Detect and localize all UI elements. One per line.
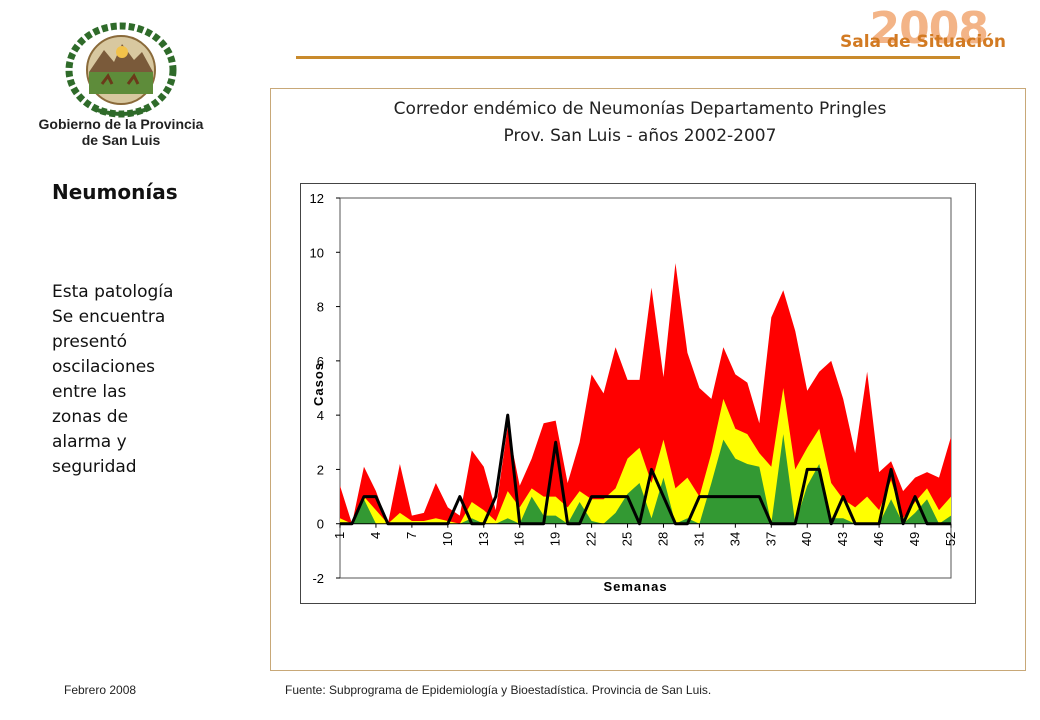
y-tick-label: 0	[317, 517, 324, 532]
x-tick-label: 46	[871, 532, 886, 546]
description-line: Esta patología	[52, 282, 174, 302]
description-text: Esta patología Se encuentra presentó osc…	[52, 280, 212, 480]
x-tick-label: 43	[835, 532, 850, 546]
x-tick-label: 16	[512, 532, 527, 546]
x-tick-label: 34	[727, 532, 742, 546]
footer-source: Fuente: Subprograma de Epidemiología y B…	[285, 683, 712, 697]
security-zone-area	[340, 388, 951, 524]
x-tick-label: 13	[476, 532, 491, 546]
y-tick-label: 2	[317, 462, 324, 477]
success-zone-area	[340, 434, 951, 524]
section-title: Neumonías	[52, 180, 178, 204]
y-tick-label: 6	[317, 354, 324, 369]
x-tick-label: 52	[943, 532, 958, 546]
x-tick-label: 40	[799, 532, 814, 546]
y-axis-label: Casos	[311, 362, 326, 406]
chart-frame	[270, 88, 1026, 671]
government-title-line2: de San Luis	[81, 132, 161, 148]
government-title: Gobierno de la Provincia de San Luis	[30, 116, 212, 148]
x-tick-label: 37	[763, 532, 778, 546]
description-line: entre las	[52, 382, 127, 402]
description-line: oscilaciones	[52, 357, 156, 377]
y-tick-label: 8	[317, 300, 324, 315]
description-line: Se encuentra	[52, 307, 166, 327]
x-tick-label: 7	[404, 532, 419, 539]
government-title-line1: Gobierno de la Provincia	[38, 116, 204, 132]
brand-year: 2008	[869, 3, 989, 54]
chart-title-line1: Corredor endémico de Neumonías Departame…	[393, 99, 887, 119]
x-tick-label: 22	[584, 532, 599, 546]
chart-container: -2 0 2 4 6 8 10 12 1 4 7 10 13 16 19 22 25 28 31 34 37 40 43 46…	[300, 183, 976, 604]
brand-name: Sala de Situación	[839, 32, 1006, 52]
description-line: presentó	[52, 332, 128, 352]
y-tick-label: 4	[317, 408, 324, 423]
y-tick-label: -2	[312, 571, 324, 586]
x-tick-label: 10	[440, 532, 455, 546]
x-tick-label: 31	[691, 532, 706, 546]
x-tick-label: 25	[620, 532, 635, 546]
x-tick-label: 49	[907, 532, 922, 546]
description-line: alarma y	[52, 432, 127, 452]
footer-date: Febrero 2008	[64, 683, 137, 697]
x-tick-label: 1	[332, 532, 347, 539]
x-axis-label: Semanas	[603, 579, 667, 594]
province-seal-logo	[62, 22, 180, 118]
x-tick-label: 28	[655, 532, 670, 546]
brand-mark: 2008 Sala de Situación	[800, 4, 1020, 64]
chart-title: Corredor endémico de Neumonías Departame…	[290, 96, 990, 150]
header-divider	[296, 56, 960, 59]
x-tick-label: 19	[548, 532, 563, 546]
y-tick-label: 12	[310, 191, 324, 206]
description-line: zonas de	[52, 407, 129, 427]
description-line: seguridad	[52, 457, 137, 477]
alarm-zone-area	[340, 263, 951, 524]
y-tick-label: 10	[310, 245, 324, 260]
x-tick-label: 4	[368, 532, 383, 539]
chart-title-line2: Prov. San Luis - años 2002-2007	[503, 126, 777, 146]
